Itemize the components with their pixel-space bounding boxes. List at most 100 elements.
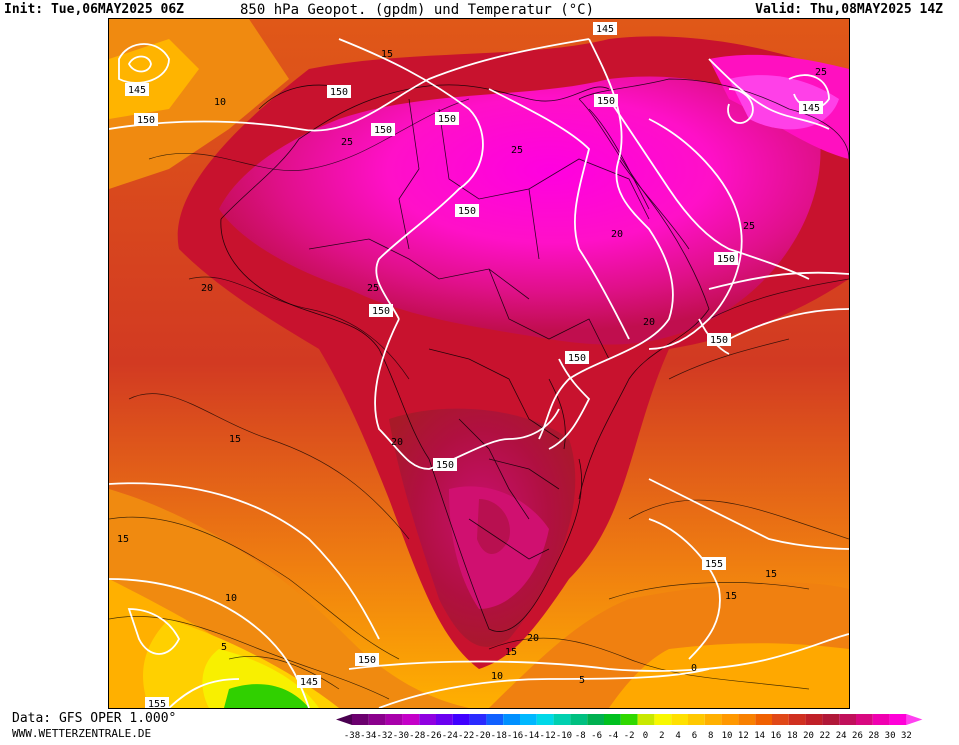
legend-tick-label: -24 (442, 731, 458, 741)
init-time: Init: Tue,06MAY2025 06Z (4, 2, 185, 17)
legend-swatch (385, 714, 403, 725)
temperature-label: 25 (367, 283, 379, 294)
legend-tick-label: 32 (901, 731, 912, 741)
legend-tick-label: 28 (868, 731, 879, 741)
legend-swatch (704, 714, 722, 725)
legend-tick-label: -12 (540, 731, 556, 741)
temperature-label: 0 (691, 663, 697, 674)
legend-tick-label: -28 (409, 731, 425, 741)
temperature-label: 20 (643, 317, 655, 328)
color-legend: -38 -34 -32 -30 -28 -26 -24 -22 -20 -18 -16 -14 -12-… (336, 713, 959, 741)
legend-swatch (587, 714, 604, 725)
temperature-label: 5 (221, 642, 227, 653)
temperature-label: 20 (611, 229, 623, 240)
temperature-label: 10 (214, 97, 226, 108)
temperature-label: 15 (725, 591, 737, 602)
legend-tick-label: -18 (491, 731, 507, 741)
geopotential-label: 150 (710, 335, 728, 346)
geopotential-label: 150 (458, 206, 476, 217)
legend-tick-label: 6 (692, 731, 697, 741)
legend-tick-label: 20 (803, 731, 814, 741)
temperature-label: 20 (527, 633, 539, 644)
legend-tick-label: 30 (885, 731, 896, 741)
legend-swatch (872, 714, 890, 725)
geopotential-label: 145 (596, 24, 614, 35)
legend-tick-label: -2 (624, 731, 635, 741)
legend-swatch (402, 714, 420, 725)
temperature-label: 10 (225, 593, 237, 604)
legend-swatch (788, 714, 806, 725)
legend-tick-label: 4 (675, 731, 680, 741)
legend-swatch (536, 714, 554, 725)
geopotential-label: 150 (374, 125, 392, 136)
temperature-label: 25 (341, 137, 353, 148)
legend-swatch (452, 714, 470, 725)
legend-tick-label: 0 (643, 731, 648, 741)
legend-swatch (856, 714, 873, 725)
legend-tick-label: -22 (458, 731, 474, 741)
temperature-label: 15 (381, 49, 393, 60)
temperature-labels: 15 10 25 25 25 25 20 20 25 20 15 20 15 1… (117, 49, 827, 686)
temperature-label: 25 (511, 145, 523, 156)
geopotential-label: 150 (436, 460, 454, 471)
geopotential-label: 145 (300, 677, 318, 688)
legend-swatch (368, 714, 386, 725)
legend-tick-label: 18 (787, 731, 798, 741)
legend-swatch (553, 714, 571, 725)
temperature-label: 25 (743, 221, 755, 232)
legend-tick-label: 10 (722, 731, 733, 741)
legend-tick-label: -32 (376, 731, 392, 741)
legend-swatch (419, 714, 436, 725)
temperature-label: 20 (201, 283, 213, 294)
legend-tick-label: 2 (659, 731, 664, 741)
legend-tick-label: 14 (754, 731, 765, 741)
geopotential-label: 150 (372, 306, 390, 317)
legend-swatch (620, 714, 638, 725)
legend-swatch (772, 714, 789, 725)
geopotential-label: 150 (568, 353, 586, 364)
geopotential-label: 150 (137, 115, 155, 126)
legend-tick-label: -8 (575, 731, 586, 741)
temperature-label: 25 (815, 67, 827, 78)
data-source: Data: GFS OPER 1.000° (12, 711, 177, 726)
legend-swatch (352, 714, 369, 725)
legend-tick-label: -20 (474, 731, 490, 741)
legend-swatch (520, 714, 537, 725)
valid-time: Valid: Thu,08MAY2025 14Z (755, 2, 943, 17)
legend-tick-label: 22 (819, 731, 830, 741)
geopotential-label: 155 (705, 559, 723, 570)
temperature-label: 15 (117, 534, 129, 545)
legend-tick-label: 16 (771, 731, 782, 741)
geopotential-label: 155 (148, 699, 166, 708)
legend-swatch (889, 714, 907, 725)
legend-arrow-right (906, 714, 923, 725)
legend-swatch (738, 714, 756, 725)
temperature-label: 20 (391, 437, 403, 448)
legend-swatch (839, 714, 856, 725)
legend-swatch (469, 714, 487, 725)
legend-tick-label: 12 (738, 731, 749, 741)
legend-tick-label: -30 (393, 731, 409, 741)
legend-tick-label: -38 (344, 731, 360, 741)
temperature-label: 15 (229, 434, 241, 445)
legend-swatch (604, 714, 621, 725)
legend-swatch (486, 714, 504, 725)
geopotential-labels: 145 150 150 150 150 145 150 150 150 150 … (125, 22, 823, 708)
geopotential-label: 150 (438, 114, 456, 125)
temperature-label: 10 (491, 671, 503, 682)
geopotential-label: 145 (128, 85, 146, 96)
legend-tick-label: -16 (507, 731, 523, 741)
legend-swatch (637, 714, 655, 725)
legend-tick-label: -4 (607, 731, 618, 741)
legend-swatch (755, 714, 772, 725)
legend-tick-label: -6 (591, 731, 602, 741)
geopotential-label: 150 (330, 87, 348, 98)
geopotential-label: 150 (358, 655, 376, 666)
geopotential-label: 150 (597, 96, 615, 107)
legend-tick-label: -14 (523, 731, 539, 741)
legend-swatch (822, 714, 840, 725)
legend-swatch (570, 714, 588, 725)
legend-arrow-left (336, 714, 352, 725)
temperature-label: 5 (579, 675, 585, 686)
legend-swatch (688, 714, 705, 725)
